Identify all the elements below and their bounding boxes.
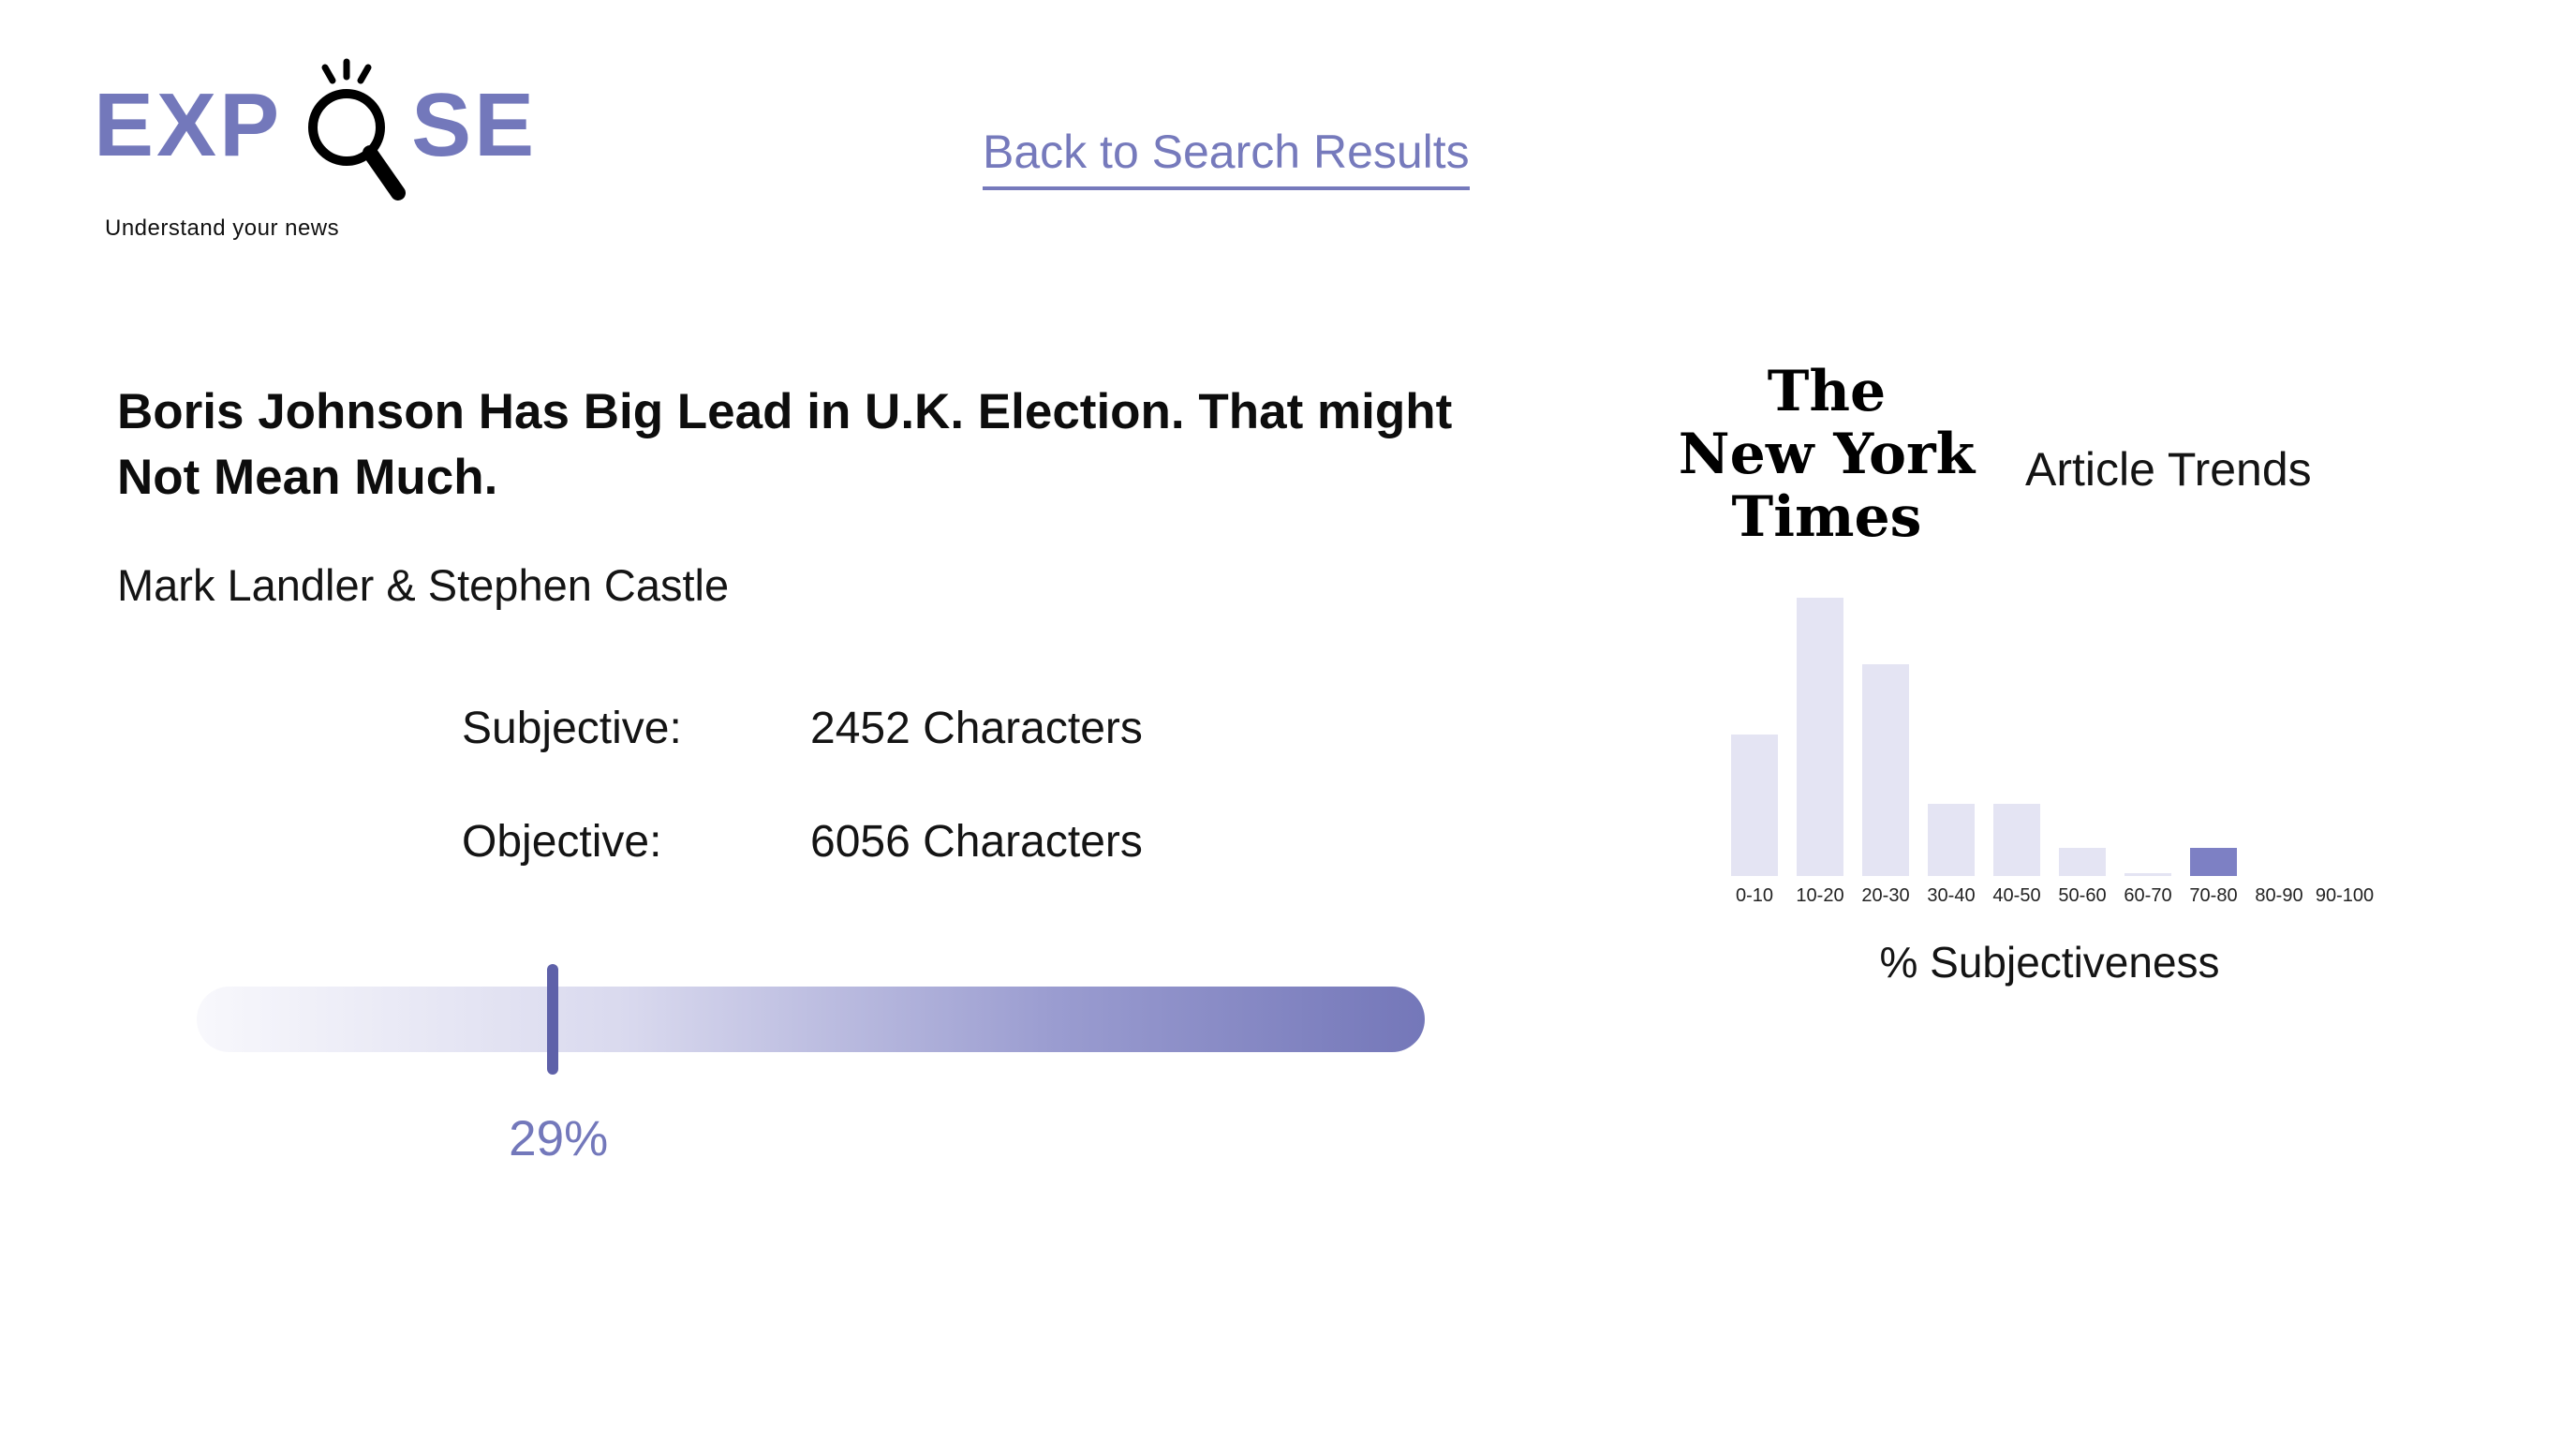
subjective-value: 2452 Characters bbox=[810, 703, 1143, 753]
article-title: Boris Johnson Has Big Lead in U.K. Elect… bbox=[117, 384, 1453, 505]
subjective-label: Subjective: bbox=[462, 703, 682, 753]
bar-label: 10-20 bbox=[1796, 885, 1844, 906]
histogram-bar bbox=[1731, 735, 1778, 876]
bar-label: 30-40 bbox=[1927, 885, 1976, 906]
bar-col: 10-20 bbox=[1787, 597, 1853, 906]
nyt-logo-line-3: Times bbox=[1731, 484, 1922, 551]
trends-title: Article Trends bbox=[2025, 443, 2312, 496]
subjectivity-percent-label: 29% bbox=[509, 1111, 609, 1166]
bar-col: 70-80 bbox=[2181, 597, 2246, 906]
article-panel: Boris Johnson Has Big Lead in U.K. Elect… bbox=[117, 379, 1541, 868]
article-stats: Subjective: 2452 Characters Objective: 6… bbox=[462, 703, 1541, 868]
bar-label: 60-70 bbox=[2124, 885, 2172, 906]
nyt-logo: The New York Times bbox=[1667, 359, 1986, 551]
objective-value: 6056 Characters bbox=[810, 816, 1143, 867]
logo-text-prefix: EXP bbox=[94, 75, 283, 175]
bar-label: 0-10 bbox=[1735, 885, 1774, 906]
bar-label: 20-30 bbox=[1861, 885, 1910, 906]
back-to-search-link[interactable]: Back to Search Results bbox=[983, 125, 1470, 190]
histogram-bar bbox=[1862, 664, 1909, 876]
bar-label: 40-50 bbox=[1992, 885, 2041, 906]
bar-col: 20-30 bbox=[1853, 597, 1918, 906]
histogram-bar bbox=[1928, 804, 1975, 876]
bar-label: 80-90 bbox=[2255, 885, 2303, 906]
objective-label: Objective: bbox=[462, 816, 662, 867]
bar-col: 60-70 bbox=[2115, 597, 2181, 906]
histogram-bar bbox=[2059, 848, 2106, 876]
histogram-bar bbox=[2190, 848, 2237, 876]
bar-col: 80-90 bbox=[2246, 597, 2312, 906]
magnifier-icon bbox=[308, 58, 407, 200]
bar-col: 90-100 bbox=[2312, 597, 2377, 906]
stat-row-objective: Objective: 6056 Characters bbox=[462, 816, 1541, 868]
histogram-x-axis-label: % Subjectiveness bbox=[1879, 938, 2220, 987]
histogram-bar bbox=[1993, 804, 2040, 876]
subjectivity-meter-track bbox=[197, 964, 1425, 1075]
subjectiveness-histogram: 0-10 10-20 20-30 30-40 40-50 50-60 60-70 70-80 8… bbox=[1722, 597, 2377, 906]
app-logo: EXP SE Understand your news bbox=[94, 54, 537, 242]
nyt-logo-line-2: New York bbox=[1678, 422, 1976, 488]
histogram-bar bbox=[2124, 873, 2171, 876]
logo-text-suffix: SE bbox=[411, 75, 538, 175]
histogram-bars: 0-10 10-20 20-30 30-40 40-50 50-60 60-70 70-80 8… bbox=[1722, 597, 2377, 906]
bar-col: 50-60 bbox=[2050, 597, 2115, 906]
bar-col: 40-50 bbox=[1984, 597, 2050, 906]
nyt-logo-line-1: The bbox=[1767, 359, 1887, 424]
histogram-bar bbox=[1797, 598, 1843, 876]
stat-row-subjective: Subjective: 2452 Characters bbox=[462, 703, 1541, 754]
article-authors: Mark Landler & Stephen Castle bbox=[117, 559, 730, 610]
subjectivity-marker bbox=[547, 964, 559, 1075]
bar-label: 70-80 bbox=[2189, 885, 2238, 906]
bar-label: 90-100 bbox=[2315, 885, 2375, 906]
bar-col: 30-40 bbox=[1918, 597, 1984, 906]
bar-label: 50-60 bbox=[2058, 885, 2107, 906]
bar-col: 0-10 bbox=[1722, 597, 1787, 906]
logo-tagline: Understand your news bbox=[105, 215, 340, 241]
